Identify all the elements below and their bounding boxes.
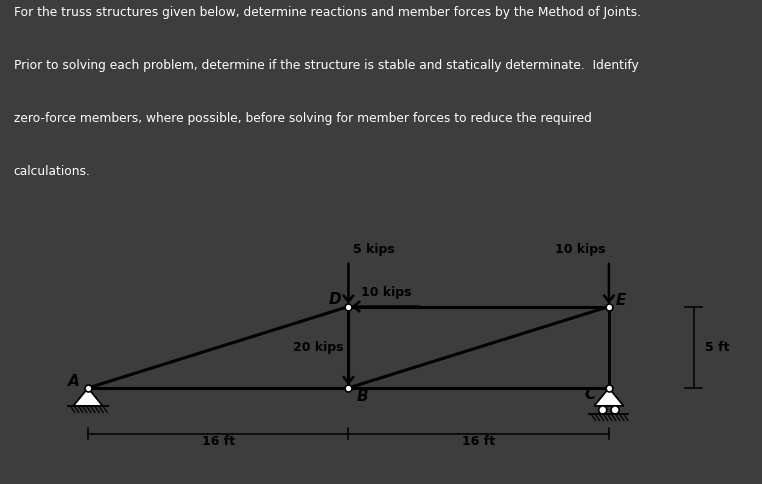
Text: 10 kips: 10 kips [361,286,412,299]
Text: 16 ft: 16 ft [202,435,235,448]
Text: 20 kips: 20 kips [293,341,344,354]
Polygon shape [73,388,103,406]
Text: A: A [69,374,80,389]
Text: calculations.: calculations. [14,165,91,178]
Text: For the truss structures given below, determine reactions and member forces by t: For the truss structures given below, de… [14,6,641,19]
Text: 16 ft: 16 ft [462,435,495,448]
Text: Prior to solving each problem, determine if the structure is stable and statical: Prior to solving each problem, determine… [14,59,639,72]
Text: zero-force members, where possible, before solving for member forces to reduce t: zero-force members, where possible, befo… [14,112,591,125]
Text: 5 kips: 5 kips [353,243,394,256]
Text: B: B [357,389,368,404]
Circle shape [599,406,607,414]
Text: D: D [329,292,341,307]
Text: C: C [584,387,596,402]
Text: 10 kips: 10 kips [555,243,606,256]
Text: 5 ft: 5 ft [705,341,729,354]
Polygon shape [594,388,623,406]
Text: E: E [616,293,626,308]
Circle shape [611,406,620,414]
